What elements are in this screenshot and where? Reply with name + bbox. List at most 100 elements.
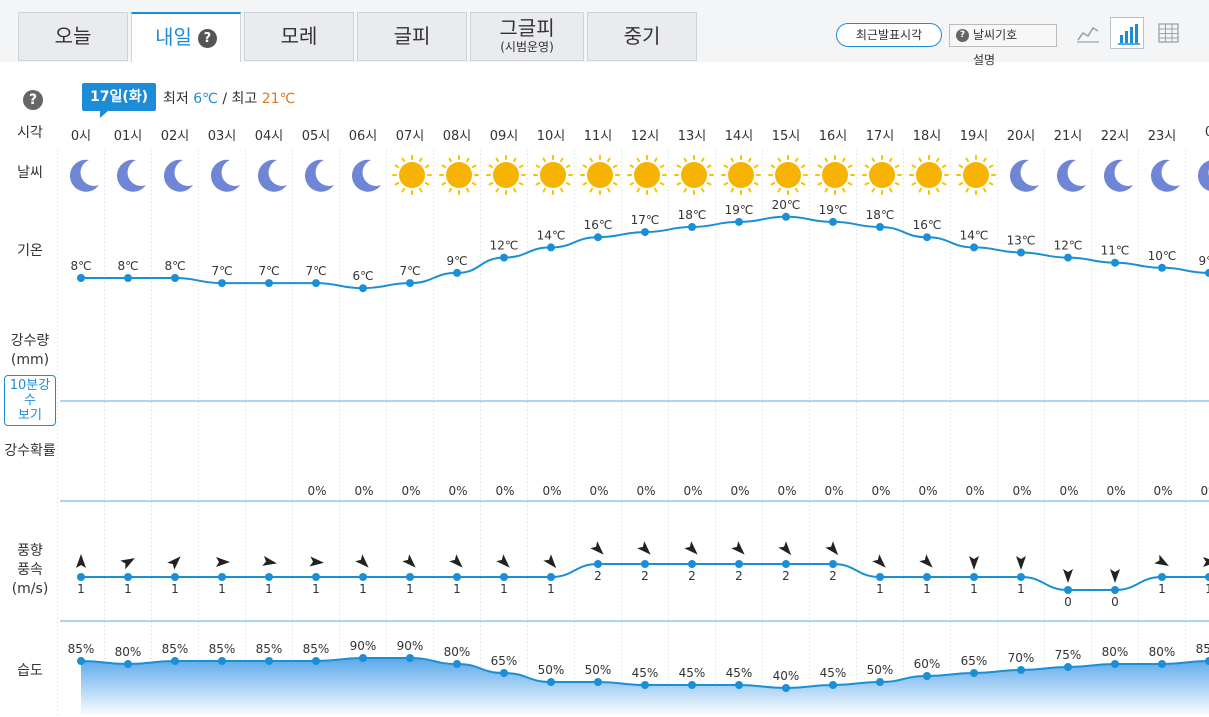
wind-speed-label: 2 [641, 569, 649, 583]
pop-label: 0% [495, 484, 514, 498]
hour-label: 10시 [536, 129, 566, 144]
wind-point [829, 560, 837, 568]
humidity-point [547, 678, 555, 686]
row-label-wind-l3: (m/s) [11, 581, 49, 597]
temp-point [453, 268, 461, 277]
sun-ray [654, 157, 658, 163]
tab-today-label: 오늘 [54, 24, 92, 48]
temp-label: 20℃ [772, 198, 801, 212]
hour-label: 05시 [301, 129, 331, 144]
rain-10min-button[interactable]: 10분강 수 보기 [4, 375, 56, 426]
row-label-precip-l2: (mm) [10, 352, 50, 368]
sun-ray [706, 182, 712, 186]
temp-label: 7℃ [258, 264, 279, 278]
tab-4days-sub: (시범운영) [500, 40, 554, 54]
humidity-label: 80% [444, 645, 471, 659]
sun-icon [533, 155, 573, 195]
hour-label: 16시 [818, 129, 848, 144]
moon-icon [116, 159, 146, 192]
humidity-label: 70% [1008, 651, 1035, 665]
temp-label: 8℃ [70, 259, 91, 273]
humidity-label: 85% [1196, 642, 1209, 656]
wind-point [688, 560, 696, 568]
hour-label: 11시 [583, 129, 613, 144]
humidity-label: 90% [350, 639, 377, 653]
wind-arrow-icon [1154, 554, 1169, 566]
temp-point [782, 212, 790, 221]
tab-bar: 오늘 내일? 모레 글피 그글피 (시범운영) 중기 최근발표시각 ? 날씨기호 [0, 0, 1209, 62]
sun-ray [800, 164, 806, 168]
row-label-precip: 강수량 (mm) [0, 332, 60, 370]
wind-speed-label: 2 [782, 569, 790, 583]
sun-ray [701, 187, 705, 193]
wind-arrow-head [120, 558, 135, 570]
wind-arrow-icon [919, 554, 933, 568]
temp-label: 17℃ [631, 213, 660, 227]
wind-point [312, 573, 320, 581]
help-icon[interactable]: ? [197, 29, 217, 48]
tab-tomorrow[interactable]: 내일? [131, 12, 241, 62]
recent-release-button[interactable]: 최근발표시각 [836, 23, 942, 47]
help-icon[interactable]: ? [23, 90, 43, 110]
hour-label: 23시 [1147, 129, 1177, 144]
line-chart-view-button[interactable] [1071, 17, 1105, 49]
tab-day-after[interactable]: 모레 [244, 12, 354, 61]
humidity-point [312, 657, 320, 665]
temp-point [594, 233, 602, 242]
wind-point [641, 560, 649, 568]
wind-point [453, 573, 461, 581]
max-temp: 21℃ [261, 91, 296, 107]
temp-label: 8℃ [164, 259, 185, 273]
sun-ray [842, 157, 846, 163]
humidity-label: 85% [68, 642, 95, 656]
row-label-time: 시각 [17, 125, 43, 141]
hour-label: 01시 [113, 129, 143, 144]
wind-point [1205, 573, 1209, 581]
line-chart-icon [1077, 26, 1099, 43]
weather-legend-button[interactable]: ? 날씨기호 [949, 24, 1057, 47]
wind-arrow-icon [731, 541, 745, 555]
min-label: 최저 [163, 91, 189, 107]
sun-ray [941, 164, 947, 168]
tab-midterm[interactable]: 중기 [587, 12, 697, 61]
table-view-button[interactable] [1151, 17, 1185, 49]
temp-label: 9℃ [446, 254, 467, 268]
wind-speed-label: 1 [265, 582, 273, 596]
humidity-point [923, 672, 931, 680]
sun-ray [495, 187, 499, 193]
wind-arrow-icon [167, 556, 181, 570]
bar-chart-view-button[interactable] [1110, 17, 1144, 49]
row-label-weather: 날씨 [17, 165, 43, 181]
temp-line [81, 215, 1209, 290]
sun-ray [965, 157, 969, 163]
wind-arrow-head [262, 556, 277, 566]
sun-ray [612, 182, 618, 186]
wind-point [1017, 573, 1025, 581]
humidity-point [829, 681, 837, 689]
sun-ray [889, 157, 893, 163]
wind-arrow-icon [76, 554, 86, 568]
moon-icon [1150, 159, 1180, 192]
pop-label: 0% [448, 484, 467, 498]
temp-point [735, 217, 743, 226]
sun-ray [683, 157, 687, 163]
sun-ray [730, 157, 734, 163]
temp-point [77, 274, 85, 282]
wind-point [406, 573, 414, 581]
sun-ray [847, 164, 853, 168]
tab-3days[interactable]: 글피 [357, 12, 467, 61]
sun-icon [580, 155, 620, 195]
tab-4days[interactable]: 그글피 (시범운영) [470, 12, 584, 61]
temp-point [876, 223, 884, 231]
sun-ray [513, 187, 517, 193]
sun-ray [654, 187, 658, 193]
help-icon: ? [956, 29, 969, 42]
rain-10min-l3: 보기 [18, 408, 42, 423]
sun-icon [815, 155, 855, 195]
humidity-label: 60% [914, 657, 941, 671]
bar-chart-icon [1118, 24, 1140, 45]
tab-today[interactable]: 오늘 [18, 12, 128, 61]
tab-day-after-label: 모레 [280, 24, 318, 48]
pop-label: 0% [542, 484, 561, 498]
humidity-point [876, 678, 884, 686]
